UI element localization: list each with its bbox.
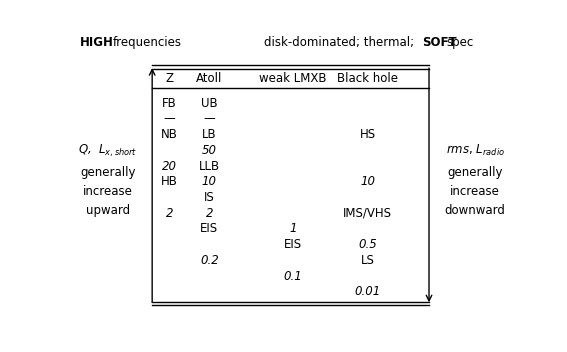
Text: 2: 2 — [166, 207, 174, 220]
Text: 50: 50 — [202, 144, 217, 157]
Text: $Q$,  $L_{x,short}$: $Q$, $L_{x,short}$ — [78, 143, 138, 159]
Text: HS: HS — [359, 128, 375, 141]
Text: IS: IS — [204, 191, 215, 204]
Text: LB: LB — [202, 128, 217, 141]
Text: Black hole: Black hole — [337, 72, 398, 85]
Text: EIS: EIS — [284, 238, 302, 251]
Text: —: — — [204, 112, 215, 125]
Text: EIS: EIS — [200, 222, 218, 235]
Text: upward: upward — [86, 204, 130, 217]
Text: SOFT: SOFT — [422, 36, 457, 49]
Text: LLB: LLB — [198, 159, 220, 172]
Text: generally: generally — [447, 166, 503, 179]
Text: 10: 10 — [360, 175, 375, 188]
Text: 10: 10 — [202, 175, 217, 188]
Text: FB: FB — [162, 97, 177, 110]
Text: —: — — [164, 112, 176, 125]
Text: 0.1: 0.1 — [284, 270, 302, 283]
Text: generally: generally — [81, 166, 136, 179]
Text: increase: increase — [450, 185, 500, 198]
Text: 0.2: 0.2 — [200, 254, 219, 267]
Text: weak LMXB: weak LMXB — [259, 72, 327, 85]
Text: increase: increase — [83, 185, 133, 198]
Text: NB: NB — [161, 128, 178, 141]
Text: spec: spec — [447, 36, 474, 49]
Text: HB: HB — [161, 175, 178, 188]
Text: LS: LS — [361, 254, 374, 267]
Text: frequencies: frequencies — [113, 36, 181, 49]
Text: 1: 1 — [289, 222, 297, 235]
Text: Atoll: Atoll — [196, 72, 222, 85]
Text: 20: 20 — [162, 159, 177, 172]
Text: 0.5: 0.5 — [358, 238, 377, 251]
Text: HIGH: HIGH — [79, 36, 113, 49]
Text: 2: 2 — [206, 207, 213, 220]
Text: Z: Z — [166, 72, 174, 85]
Text: UB: UB — [201, 97, 218, 110]
Text: IMS/VHS: IMS/VHS — [343, 207, 392, 220]
Text: 0.01: 0.01 — [354, 285, 380, 298]
Text: $\mathit{rms}$, $L_{\mathit{radio}}$: $\mathit{rms}$, $L_{\mathit{radio}}$ — [446, 143, 505, 158]
Text: disk-dominated; thermal;: disk-dominated; thermal; — [264, 36, 414, 49]
Text: downward: downward — [445, 204, 506, 217]
